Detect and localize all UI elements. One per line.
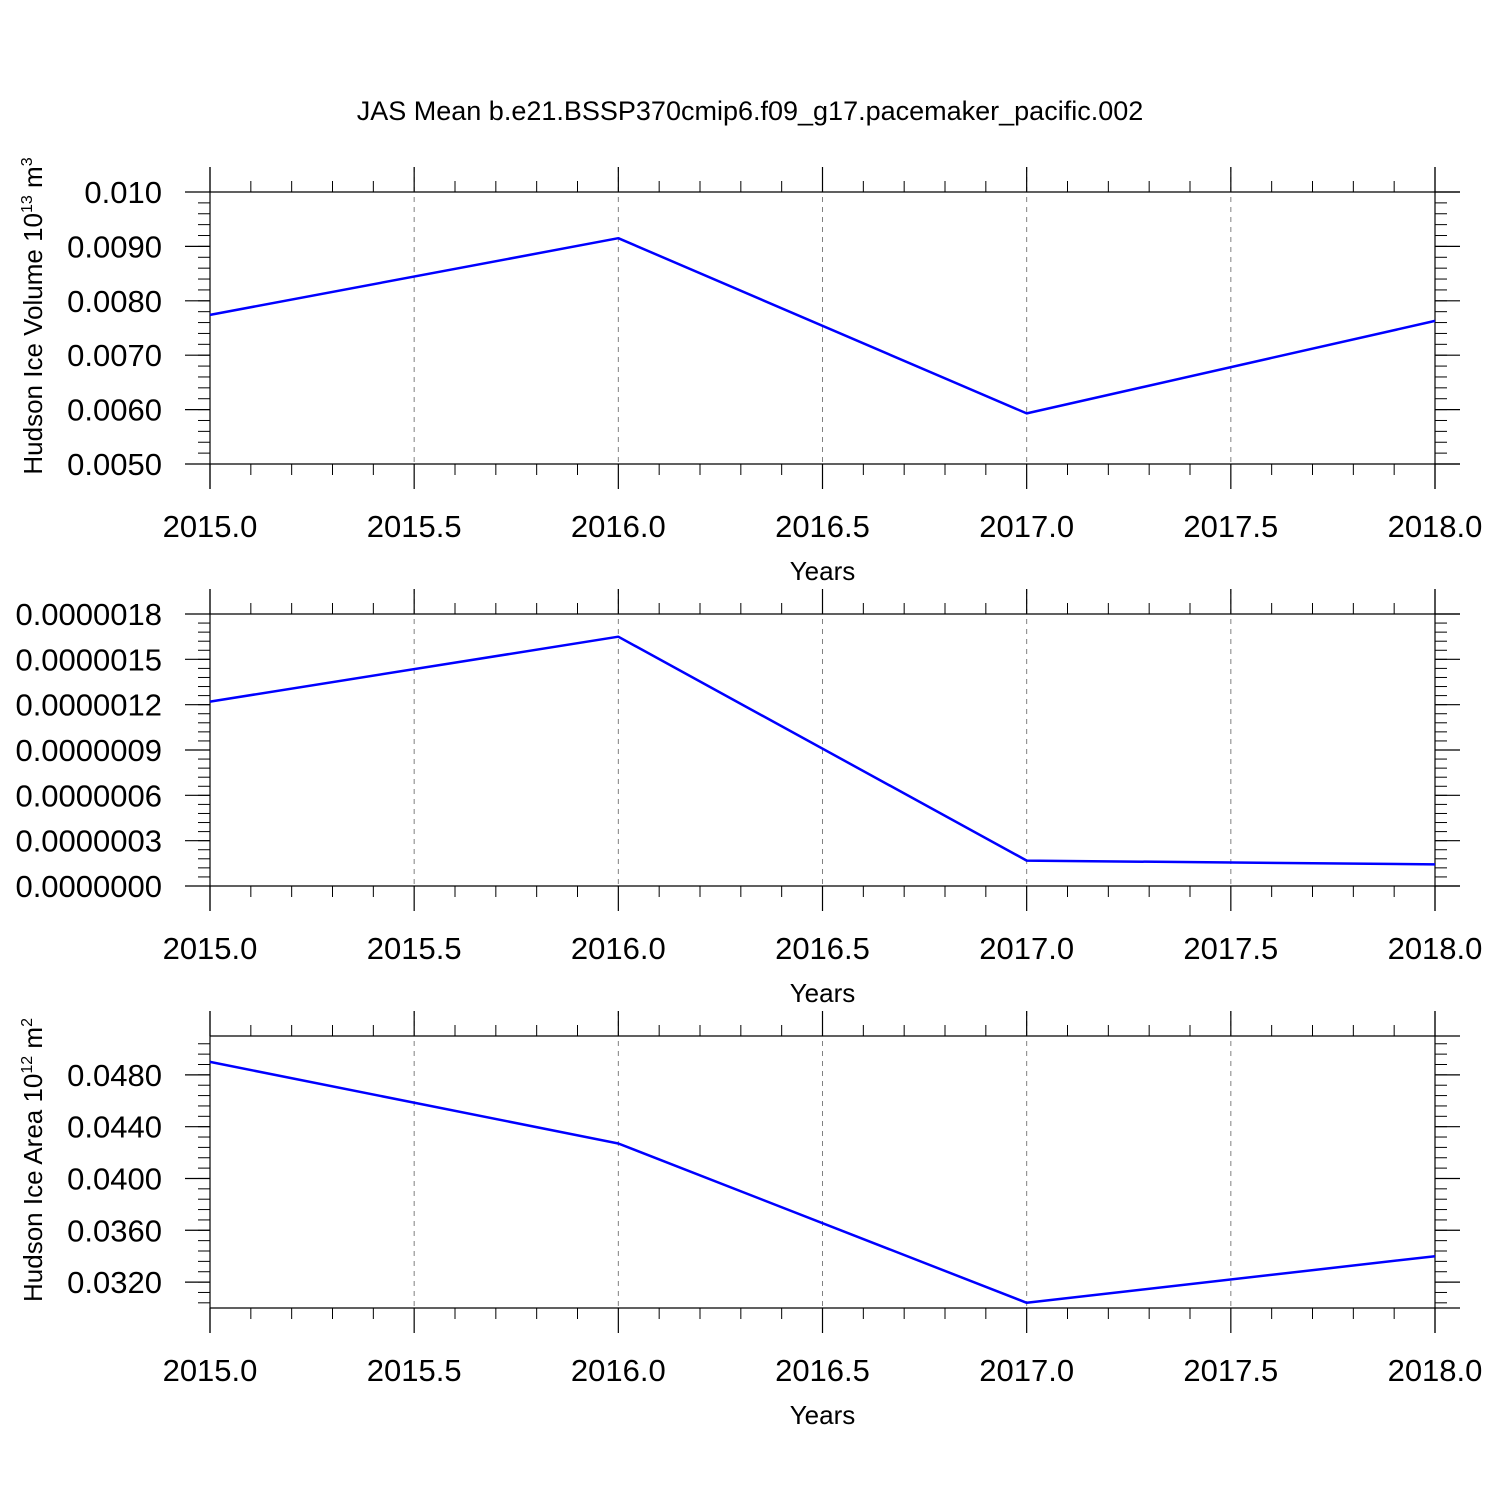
y-tick-label: 0.010 <box>84 175 162 210</box>
y-tick-label: 0.0000012 <box>15 688 162 723</box>
y-tick-label: 0.0000000 <box>15 869 162 904</box>
y-tick-label: 0.0060 <box>67 393 162 428</box>
y-tick-label: 0.0000015 <box>15 642 162 677</box>
x-tick-label: 2015.0 <box>163 1353 258 1388</box>
x-tick-label: 2015.5 <box>367 931 462 966</box>
x-axis-label: Years <box>790 1400 856 1430</box>
y-axis-label: Hudson Ice Area 1012 m2 <box>18 1018 48 1302</box>
x-tick-label: 2017.0 <box>979 1353 1074 1388</box>
x-tick-label: 2016.0 <box>571 1353 666 1388</box>
x-tick-label: 2016.0 <box>571 509 666 544</box>
x-tick-label: 2017.0 <box>979 931 1074 966</box>
y-axis-label: Hudson Ice Volume 1013 m3 <box>18 157 48 474</box>
x-tick-label: 2015.5 <box>367 509 462 544</box>
x-tick-label: 2016.0 <box>571 931 666 966</box>
y-tick-label: 0.0080 <box>67 284 162 319</box>
y-tick-label: 0.0050 <box>67 447 162 482</box>
y-tick-label: 0.0000018 <box>15 597 162 632</box>
x-tick-label: 2015.0 <box>163 931 258 966</box>
x-tick-label: 2018.0 <box>1388 509 1483 544</box>
y-tick-label: 0.0000009 <box>15 733 162 768</box>
y-tick-label: 0.0480 <box>67 1058 162 1093</box>
y-tick-label: 0.0090 <box>67 229 162 264</box>
series-line <box>209 635 1436 866</box>
chart-panel-3: 2015.0 2015.5 2016.0 2016.5 2017.0 2017.5 2018… <box>18 1011 1482 1430</box>
chart-panels: 2015.0 2015.5 2016.0 2016.5 2017.0 2017.5 2018… <box>15 157 1482 1430</box>
chart-panel-1: 2015.0 2015.5 2016.0 2016.5 2017.0 2017.5 2018… <box>18 157 1482 586</box>
x-tick-label: 2016.5 <box>775 1353 870 1388</box>
x-tick-label: 2016.5 <box>775 509 870 544</box>
x-tick-label: 2018.0 <box>1388 931 1483 966</box>
y-tick-label: 0.0440 <box>67 1110 162 1145</box>
x-tick-label: 2016.5 <box>775 931 870 966</box>
y-tick-label: 0.0000006 <box>15 778 162 813</box>
x-tick-label: 2017.0 <box>979 509 1074 544</box>
y-tick-label: 0.0360 <box>67 1213 162 1248</box>
chart-panel-2: 2015.0 2015.5 2016.0 2016.5 2017.0 2017.5 2018… <box>15 589 1482 1008</box>
x-tick-label: 2017.5 <box>1183 509 1278 544</box>
x-tick-label: 2015.0 <box>163 509 258 544</box>
x-axis-label: Years <box>790 978 856 1008</box>
y-tick-label: 0.0320 <box>67 1265 162 1300</box>
series-line <box>209 1060 1436 1305</box>
y-tick-label: 0.0070 <box>67 338 162 373</box>
y-tick-label: 0.0400 <box>67 1161 162 1196</box>
x-tick-label: 2015.5 <box>367 1353 462 1388</box>
y-tick-label: 0.0000003 <box>15 824 162 859</box>
x-axis-label: Years <box>790 556 856 586</box>
x-tick-label: 2017.5 <box>1183 1353 1278 1388</box>
series-line <box>209 236 1436 415</box>
chart-title: JAS Mean b.e21.BSSP370cmip6.f09_g17.pace… <box>357 96 1144 126</box>
x-tick-label: 2018.0 <box>1388 1353 1483 1388</box>
x-tick-label: 2017.5 <box>1183 931 1278 966</box>
